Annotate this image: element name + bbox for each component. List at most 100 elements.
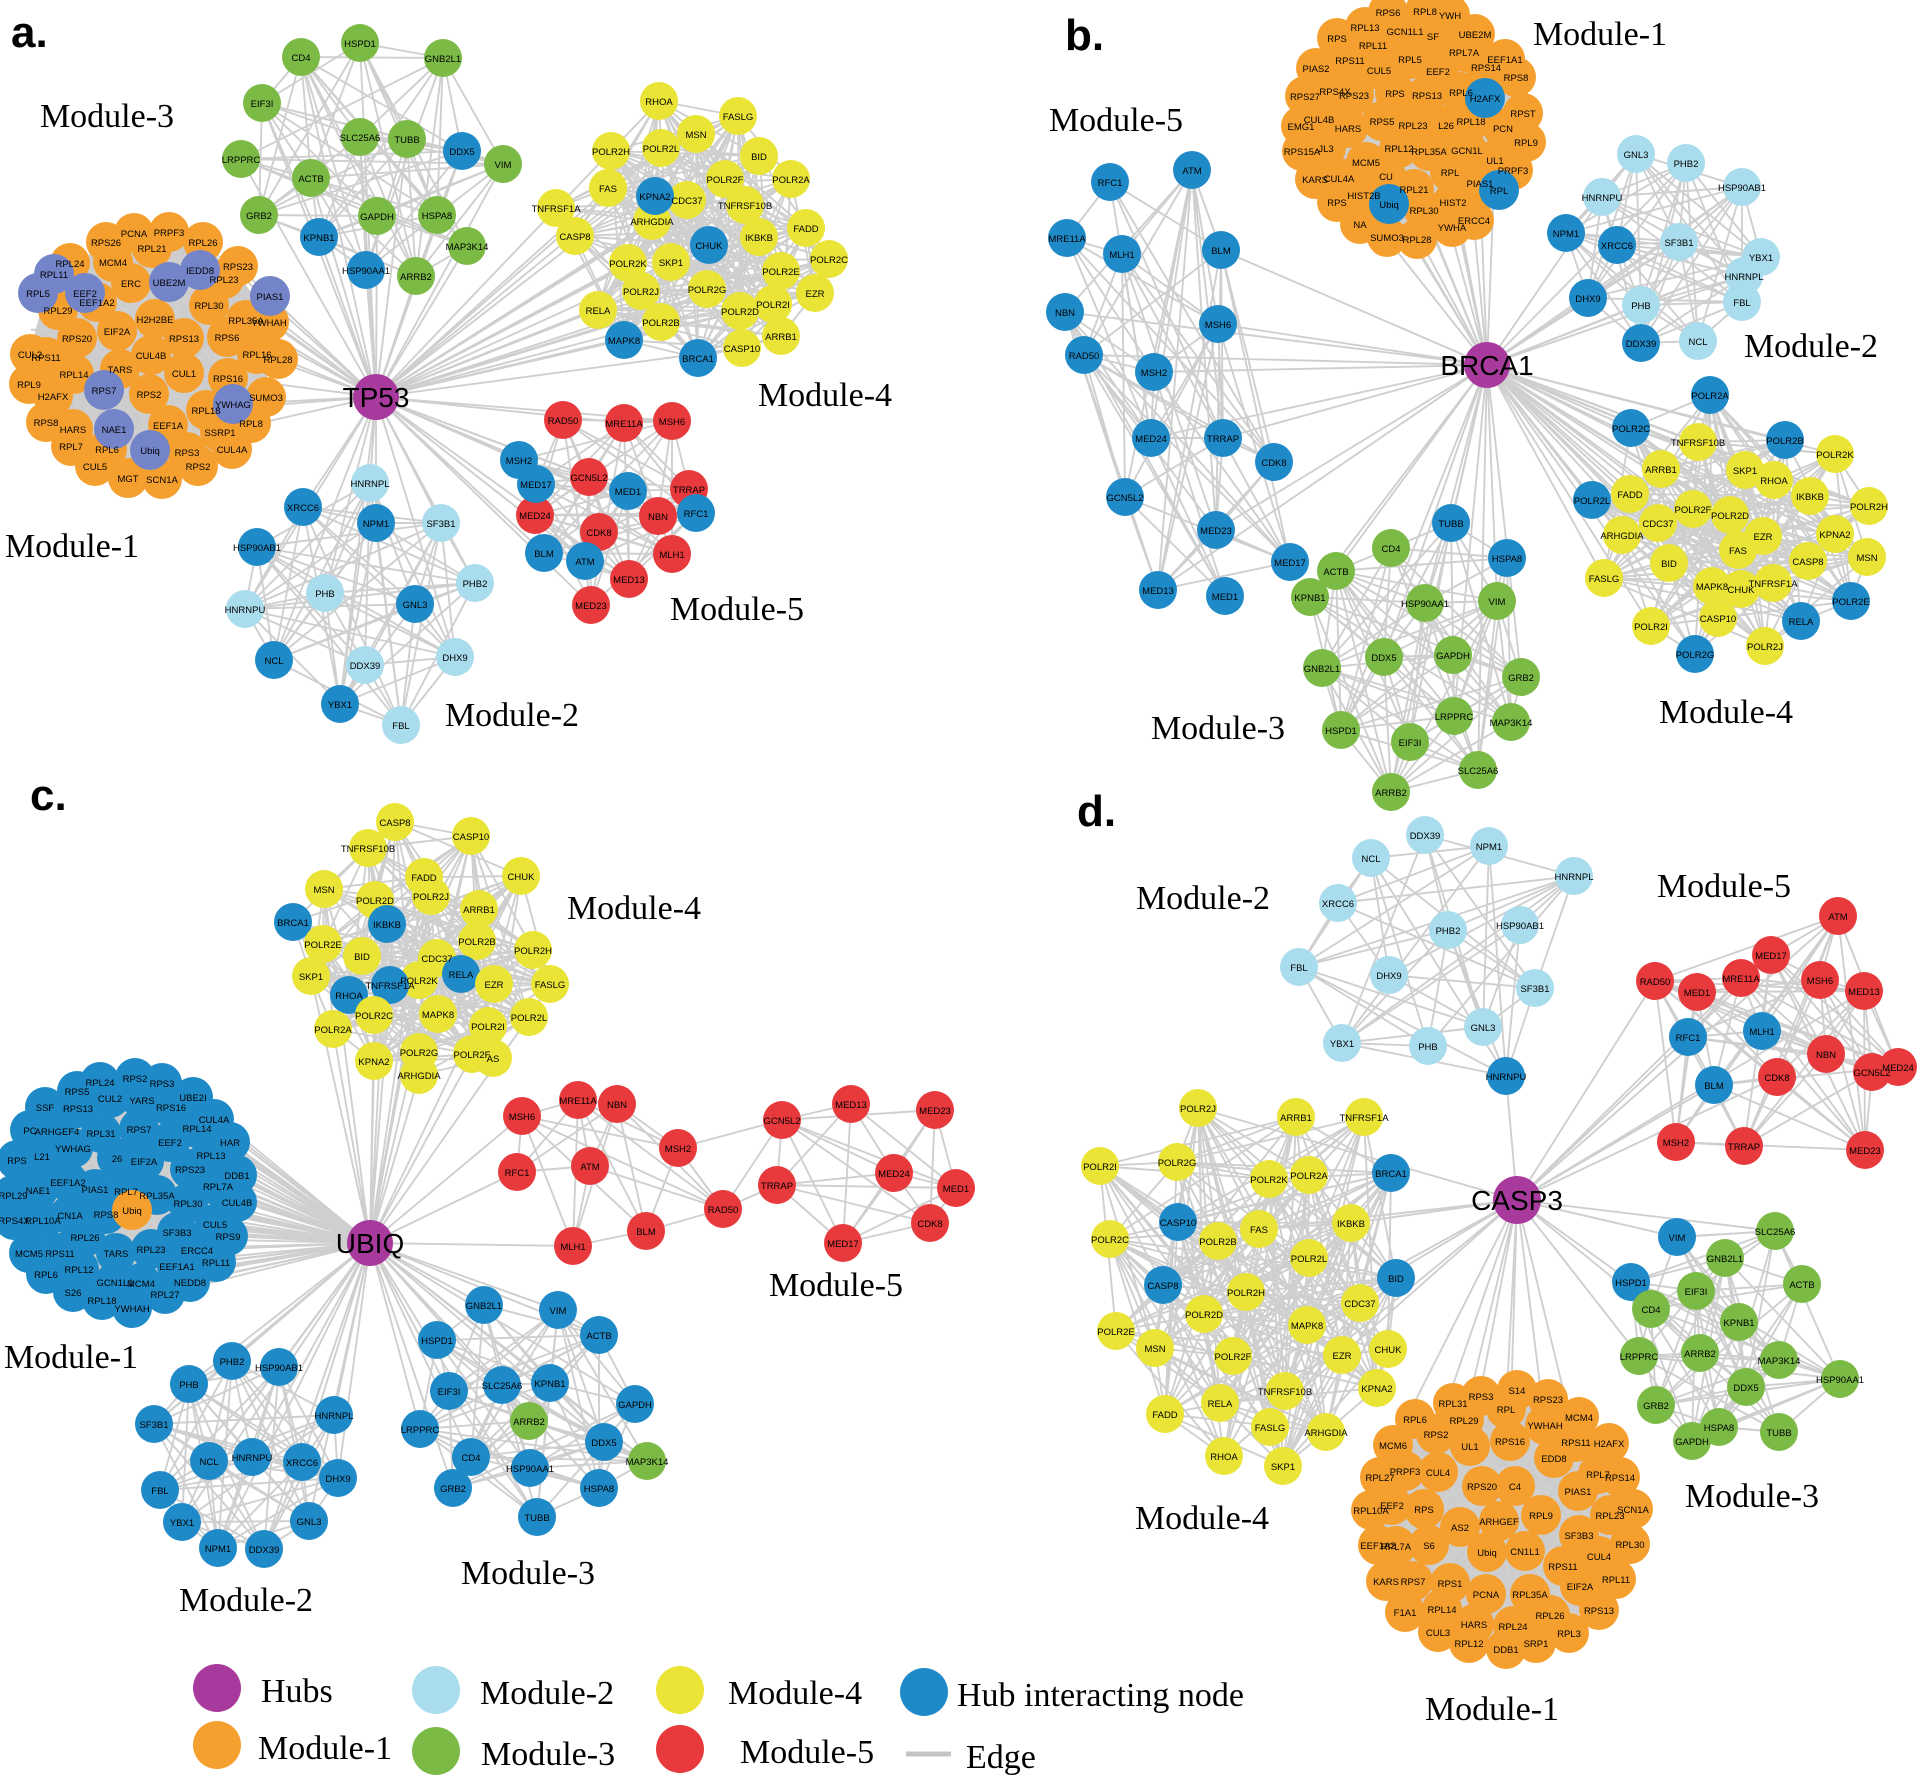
svg-text:RPS13: RPS13 [169, 334, 199, 345]
svg-text:FBL: FBL [392, 721, 409, 732]
svg-text:NCL: NCL [199, 1457, 218, 1468]
svg-text:SF3B1: SF3B1 [426, 519, 455, 530]
svg-text:Hubs: Hubs [261, 1673, 333, 1710]
svg-text:HSP90AA1: HSP90AA1 [506, 1464, 554, 1475]
svg-text:RPL: RPL [1497, 1405, 1515, 1416]
svg-text:FASLG: FASLG [723, 112, 754, 123]
svg-text:RPS7: RPS7 [92, 386, 117, 397]
svg-text:MCM4: MCM4 [99, 258, 127, 269]
svg-text:HNRNPL: HNRNPL [1724, 272, 1763, 283]
svg-text:POLR2D: POLR2D [356, 896, 394, 907]
svg-text:MSH6: MSH6 [1807, 976, 1833, 987]
svg-text:KARS: KARS [1373, 1577, 1399, 1588]
svg-text:XRCC6: XRCC6 [286, 1458, 318, 1469]
svg-text:HNRNPU: HNRNPU [232, 1453, 273, 1464]
svg-text:MED17: MED17 [1755, 951, 1787, 962]
svg-text:DDX39: DDX39 [350, 661, 381, 672]
svg-text:NPM1: NPM1 [1476, 842, 1502, 853]
svg-text:EIF3I: EIF3I [1399, 738, 1422, 749]
svg-text:EEF1A2: EEF1A2 [50, 1178, 85, 1189]
svg-text:GNB2L1: GNB2L1 [1304, 664, 1340, 675]
svg-text:MAPK8: MAPK8 [1291, 1321, 1323, 1332]
svg-text:YBX1: YBX1 [1330, 1039, 1354, 1050]
svg-text:HSPD1: HSPD1 [421, 1336, 453, 1347]
svg-text:RPS7: RPS7 [127, 1125, 152, 1136]
svg-text:RPL14: RPL14 [1427, 1605, 1456, 1616]
svg-text:ACTB: ACTB [1789, 1280, 1814, 1291]
svg-text:Module-3: Module-3 [40, 98, 174, 135]
svg-text:MSH2: MSH2 [1663, 1138, 1689, 1149]
svg-text:RPS5: RPS5 [1370, 117, 1395, 128]
svg-text:VIM: VIM [1669, 1233, 1686, 1244]
svg-text:RPL9: RPL9 [1529, 1511, 1553, 1522]
svg-text:Module-2: Module-2 [1136, 880, 1270, 917]
svg-text:KPNA2: KPNA2 [358, 1057, 389, 1068]
svg-text:BID: BID [751, 152, 767, 163]
svg-text:YBX1: YBX1 [328, 700, 352, 711]
svg-text:RPL35A: RPL35A [228, 316, 264, 327]
svg-text:TRRAP: TRRAP [1207, 434, 1239, 445]
svg-text:POLR2L: POLR2L [511, 1013, 547, 1024]
svg-text:RPL27: RPL27 [150, 1290, 179, 1301]
svg-text:DHX9: DHX9 [442, 653, 467, 664]
svg-text:Module-3: Module-3 [481, 1736, 615, 1773]
svg-text:GNL3: GNL3 [1624, 150, 1649, 161]
svg-text:HSP90AA1: HSP90AA1 [1816, 1375, 1864, 1386]
svg-text:SSRP1: SSRP1 [204, 428, 235, 439]
svg-text:HARS: HARS [1335, 124, 1361, 135]
svg-text:EEF2: EEF2 [1380, 1501, 1404, 1512]
svg-text:CD4: CD4 [1381, 544, 1400, 555]
svg-text:PHB2: PHB2 [1436, 926, 1461, 937]
svg-text:MLH1: MLH1 [560, 1242, 585, 1253]
svg-text:Module-4: Module-4 [1659, 694, 1793, 731]
svg-text:DDX39: DDX39 [1410, 831, 1441, 842]
svg-text:HNRNPU: HNRNPU [225, 605, 266, 616]
svg-text:RPL30: RPL30 [173, 1199, 202, 1210]
svg-text:XRCC6: XRCC6 [287, 503, 319, 514]
svg-text:RPS2: RPS2 [1424, 1430, 1449, 1441]
svg-text:ACTB: ACTB [586, 1331, 611, 1342]
svg-text:PHB: PHB [315, 589, 335, 600]
svg-text:Ubiq: Ubiq [140, 446, 160, 457]
svg-text:Module-3: Module-3 [461, 1555, 595, 1592]
svg-text:EZR: EZR [485, 980, 504, 991]
svg-text:RPL7A: RPL7A [1381, 1542, 1412, 1553]
svg-text:POLR2G: POLR2G [400, 1048, 439, 1059]
svg-text:HSPD1: HSPD1 [1615, 1278, 1647, 1289]
svg-text:CUL4B: CUL4B [222, 1198, 253, 1209]
svg-text:DDX5: DDX5 [1371, 653, 1396, 664]
svg-text:ATM: ATM [1828, 912, 1847, 923]
svg-text:RPS5: RPS5 [65, 1087, 90, 1098]
svg-text:RPL14: RPL14 [59, 370, 88, 381]
svg-text:POLR2C: POLR2C [1612, 424, 1650, 435]
svg-text:MSN: MSN [1856, 553, 1877, 564]
svg-text:KPNB1: KPNB1 [1723, 1318, 1754, 1329]
svg-text:SLC25A6: SLC25A6 [340, 133, 381, 144]
svg-text:GCN1L1: GCN1L1 [97, 1278, 134, 1289]
svg-text:S26: S26 [65, 1288, 82, 1299]
svg-text:Module-1: Module-1 [4, 1339, 138, 1376]
svg-text:EEF1A1: EEF1A1 [159, 1262, 194, 1273]
svg-text:CASP3: CASP3 [1471, 1185, 1563, 1216]
svg-text:ATM: ATM [580, 1162, 599, 1173]
svg-text:CD4: CD4 [291, 53, 310, 64]
svg-text:ARRB2: ARRB2 [513, 1417, 545, 1428]
svg-text:TUBB: TUBB [1766, 1428, 1791, 1439]
svg-text:HSP90AB1: HSP90AB1 [233, 543, 281, 554]
svg-text:FAS: FAS [1729, 546, 1747, 557]
svg-text:POLR2J: POLR2J [1180, 1104, 1216, 1115]
svg-text:POLR2E: POLR2E [762, 267, 800, 278]
svg-text:RPL26: RPL26 [1535, 1611, 1564, 1622]
svg-text:RPS6: RPS6 [215, 333, 240, 344]
svg-text:PHB2: PHB2 [220, 1357, 245, 1368]
svg-text:BRCA1: BRCA1 [682, 354, 714, 365]
svg-text:MED13: MED13 [1848, 987, 1880, 998]
svg-text:CUL4A: CUL4A [1324, 174, 1355, 185]
svg-text:RPS3: RPS3 [1469, 1392, 1494, 1403]
svg-text:POLR2H: POLR2H [592, 147, 630, 158]
svg-text:BLM: BLM [1704, 1081, 1724, 1092]
svg-text:KPNA2: KPNA2 [1361, 1384, 1392, 1395]
svg-text:FADD: FADD [1617, 490, 1642, 501]
svg-text:Edge: Edge [966, 1739, 1036, 1775]
svg-text:SF3B3: SF3B3 [162, 1228, 191, 1239]
